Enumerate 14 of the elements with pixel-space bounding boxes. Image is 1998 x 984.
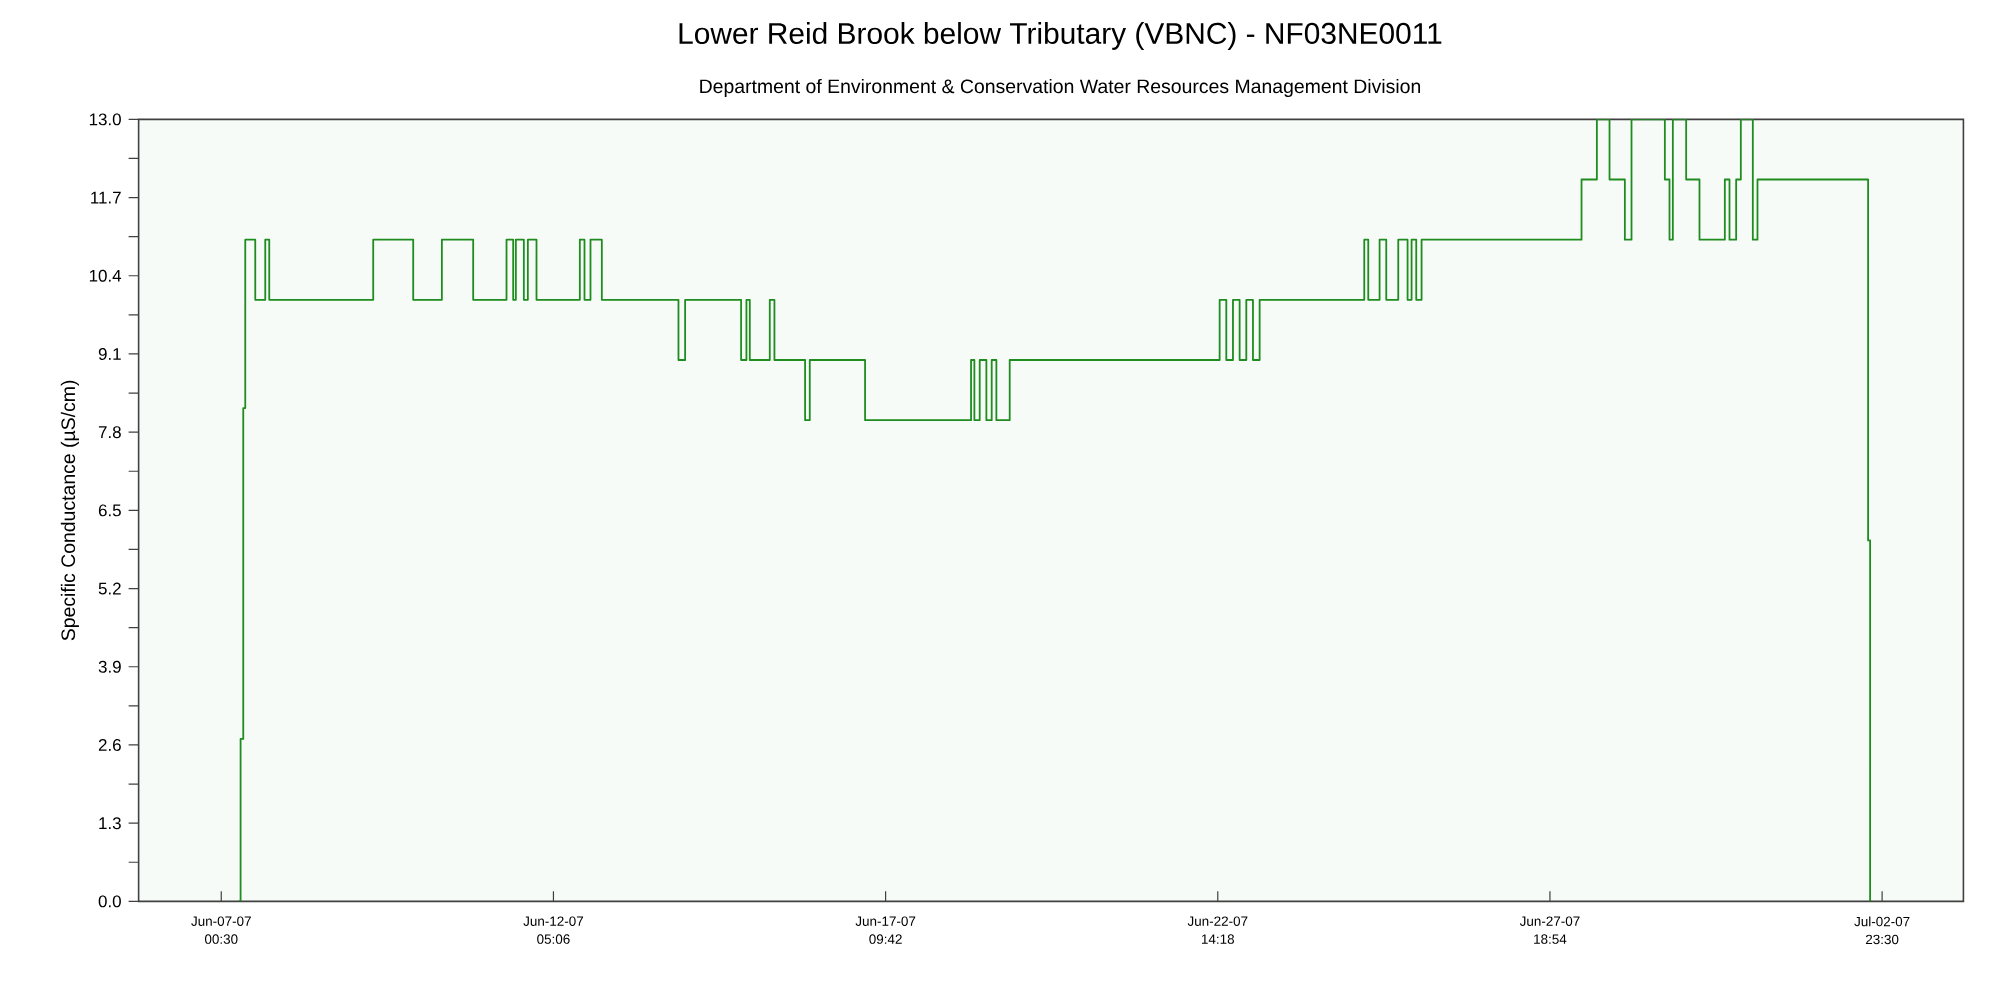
y-tick-label: 2.6	[98, 738, 121, 751]
y-tick-label: 3.9	[98, 660, 121, 673]
y-tick-label: 13.0	[89, 113, 121, 126]
y-tick-label: 11.7	[91, 191, 121, 204]
y-tick-label: 5.2	[98, 582, 121, 595]
y-tick-label: 10.4	[89, 269, 122, 282]
y-axis-title: Specific Conductance (µS/cm)	[60, 380, 79, 641]
y-tick-label: 0.0	[98, 895, 121, 908]
chart-subtitle: Department of Environment & Conservation Water Resources Management Division	[700, 78, 1421, 98]
y-tick-label: 6.5	[98, 504, 121, 517]
y-tick-label: 9.1	[98, 347, 121, 360]
y-tick-label: 1.3	[99, 817, 121, 830]
chart-title: Lower Reid Brook below Tributary (VBNC) - NF03NE0011	[679, 22, 1442, 50]
y-tick-label: 7.8	[98, 426, 121, 439]
